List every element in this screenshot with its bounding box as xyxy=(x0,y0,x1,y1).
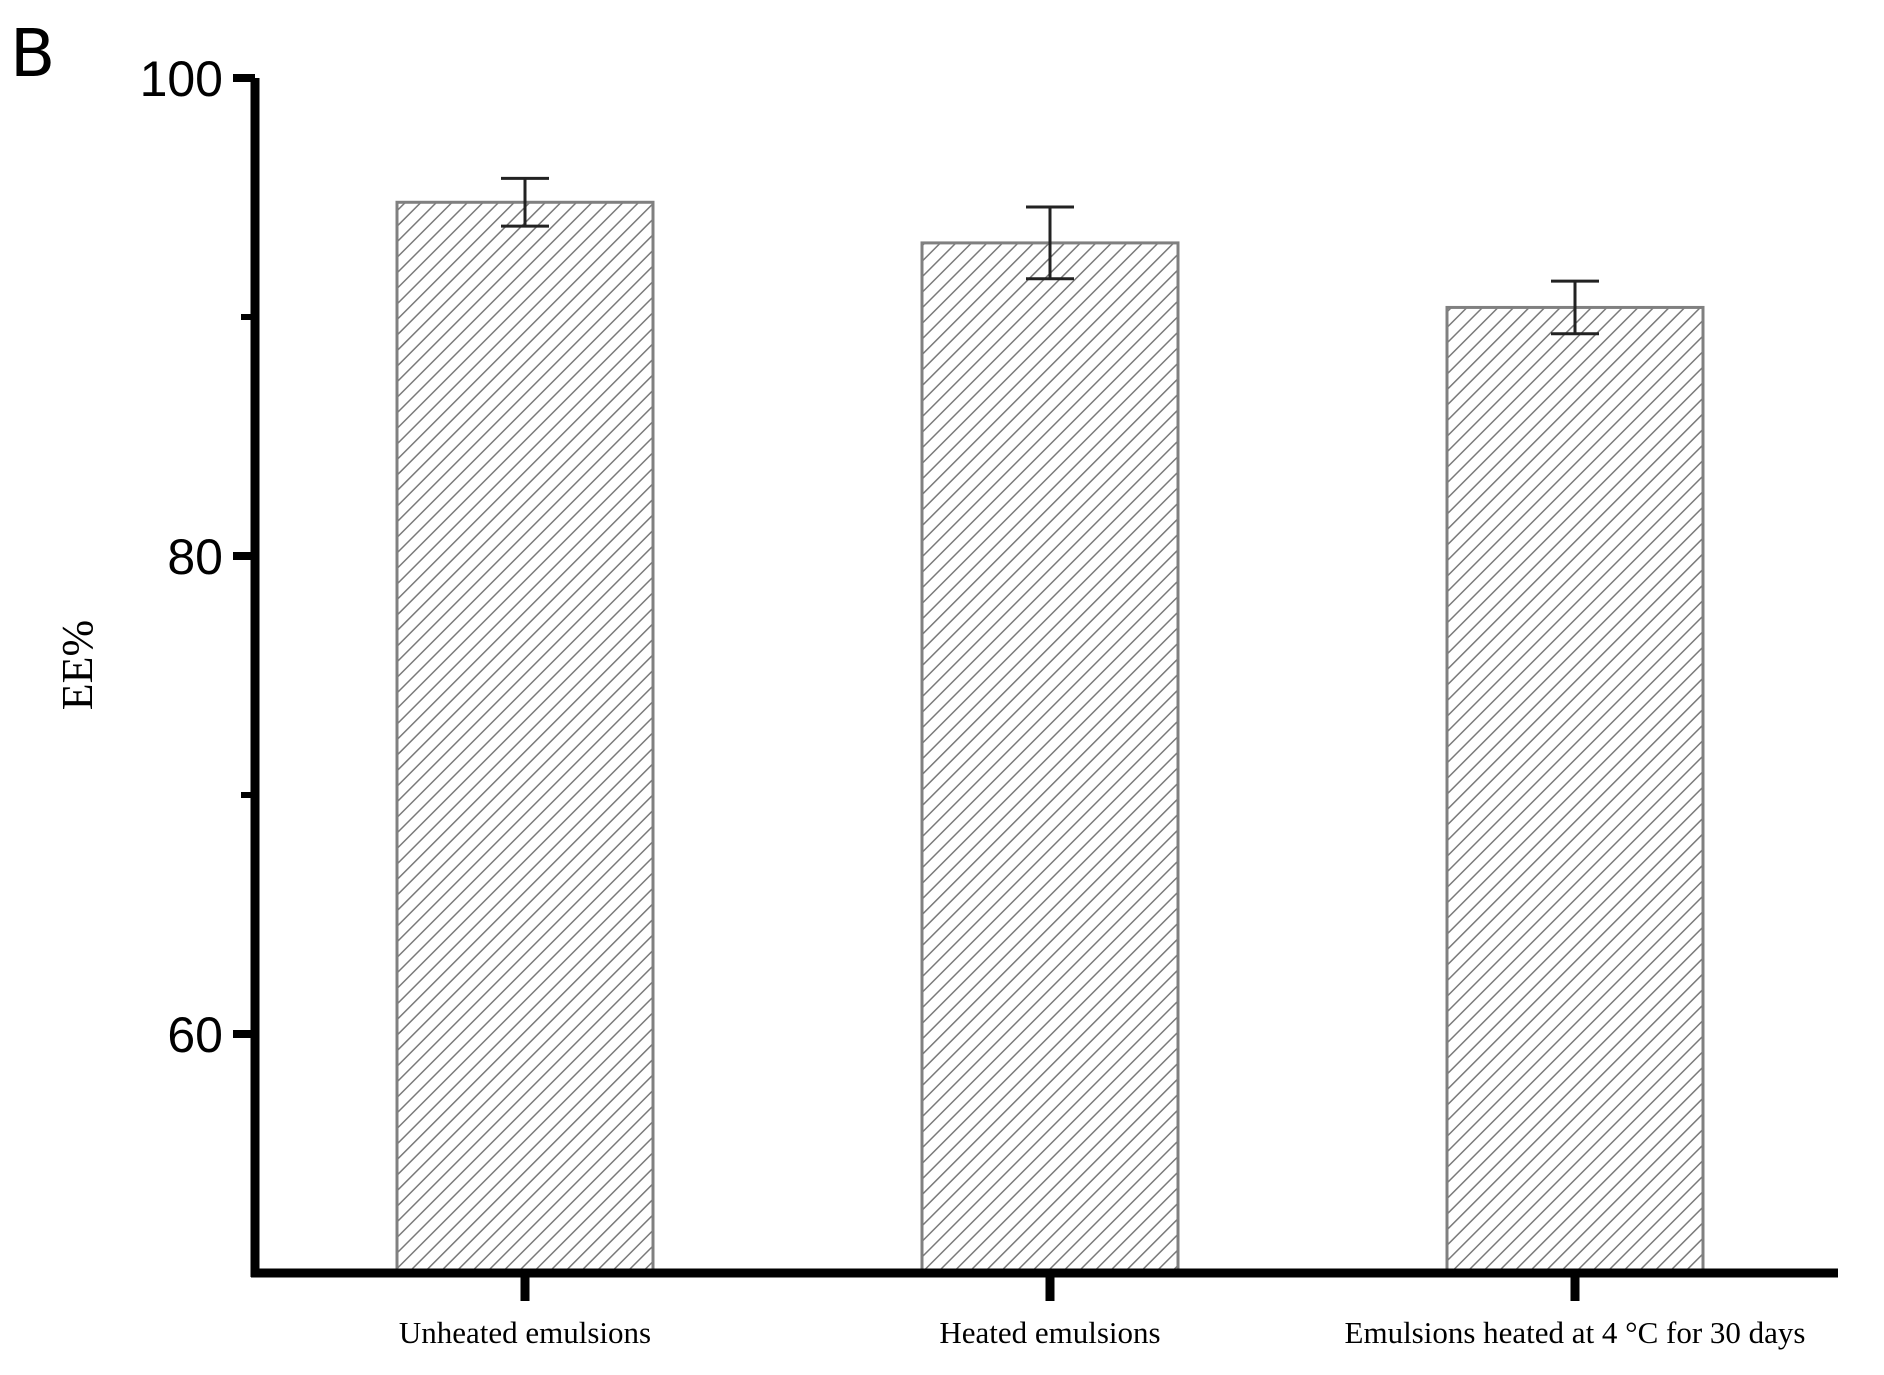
bars-layer xyxy=(395,200,1705,1275)
error-bar-1 xyxy=(501,176,549,228)
error-bars-layer xyxy=(501,176,1599,336)
labels-layer: 60 80 100 Unheated emulsions Heated emulsion… xyxy=(140,51,1806,1350)
bar-3 xyxy=(1445,305,1705,1275)
error-bar-2 xyxy=(1026,205,1074,281)
y-tick-label-80: 80 xyxy=(167,529,223,585)
y-axis-label: EE% xyxy=(53,620,102,710)
y-tick-label-100: 100 xyxy=(140,51,223,107)
error-bar-3 xyxy=(1551,279,1599,336)
x-tick-label-1: Unheated emulsions xyxy=(399,1315,651,1350)
panel-label: B xyxy=(10,15,55,92)
ticks-layer xyxy=(233,74,1580,1301)
x-tick-label-2: Heated emulsions xyxy=(939,1315,1160,1350)
bar-1 xyxy=(395,200,655,1275)
x-tick-label-3: Emulsions heated at 4 °C for 30 days xyxy=(1345,1315,1806,1350)
bar-2 xyxy=(920,241,1180,1275)
y-tick-label-60: 60 xyxy=(167,1007,223,1063)
